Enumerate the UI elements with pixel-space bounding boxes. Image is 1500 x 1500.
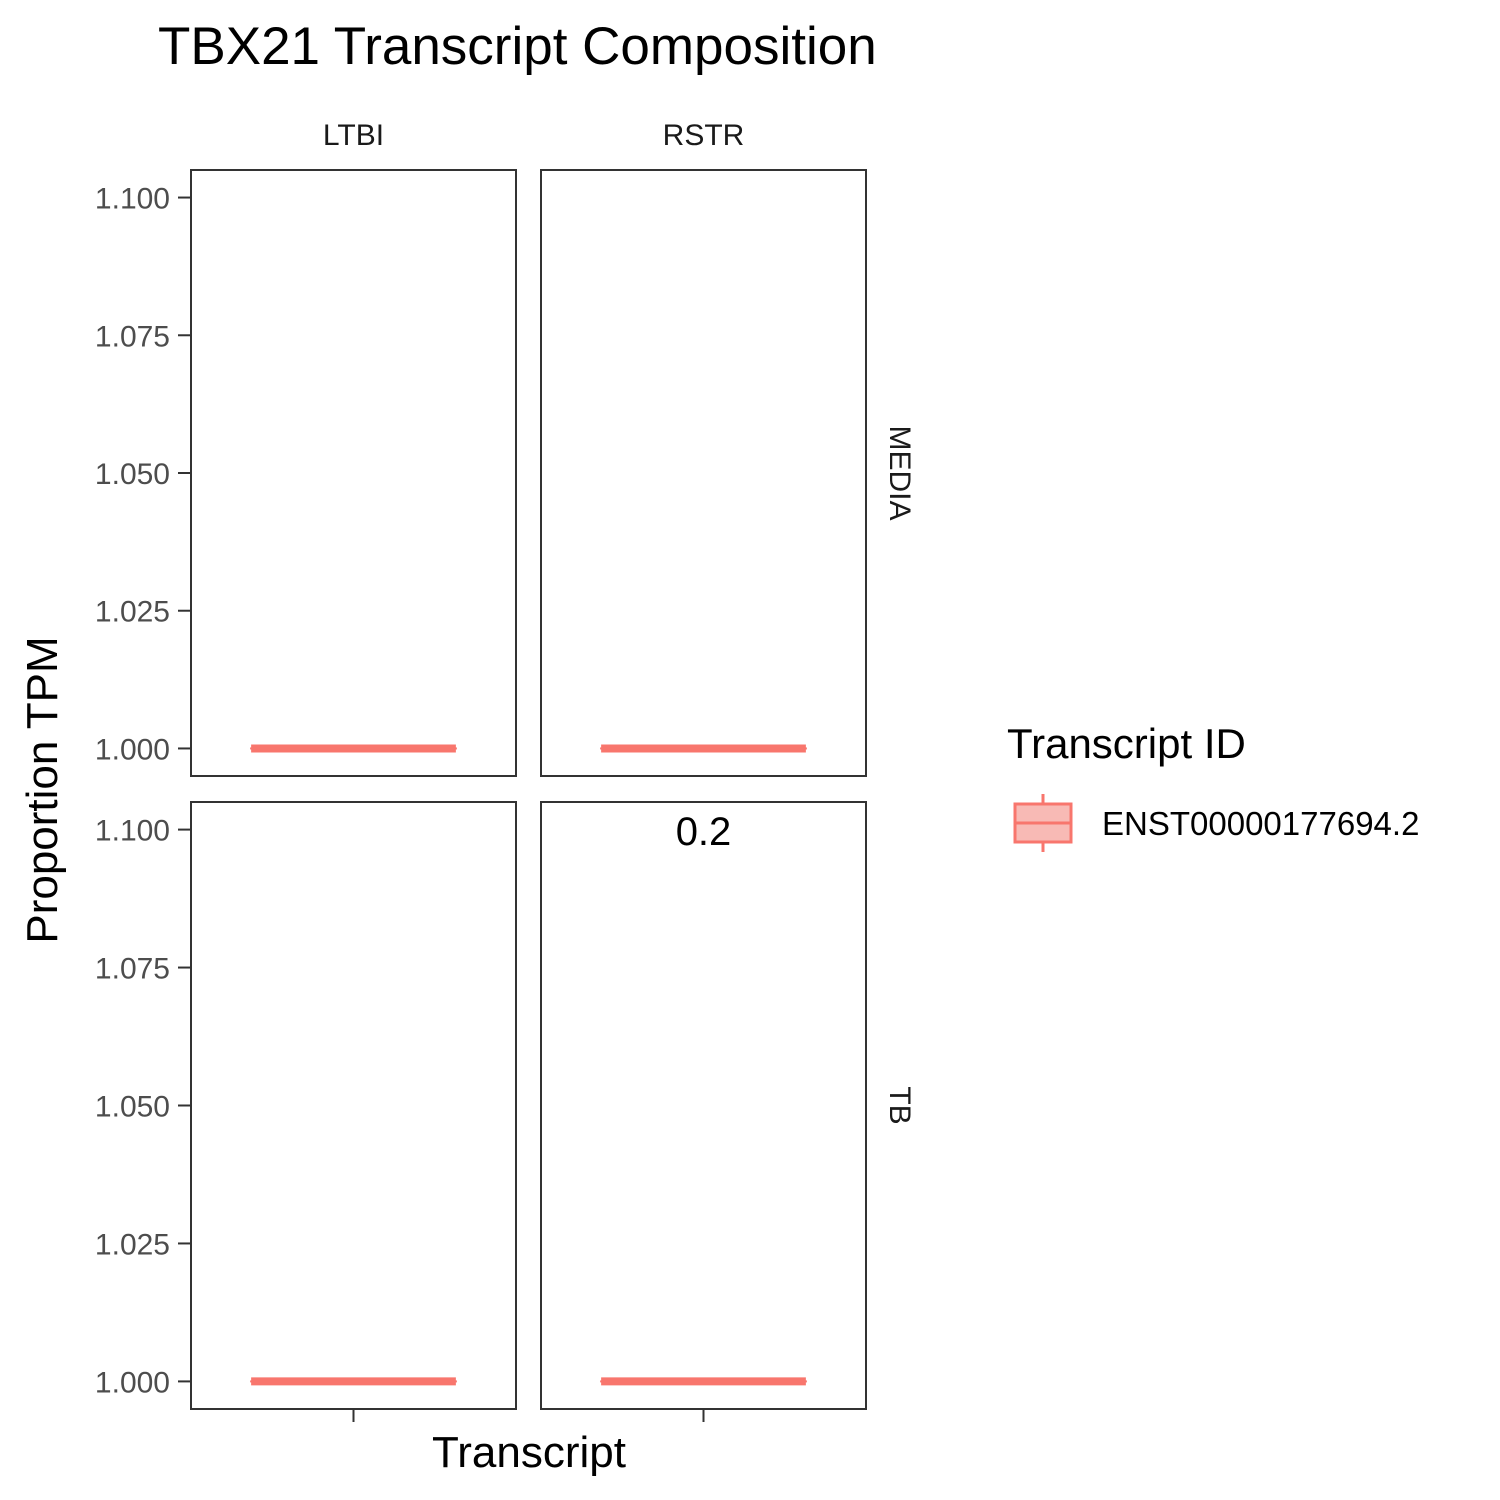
y-axis-title: Proportion TPM [18, 636, 67, 943]
legend-label: ENST00000177694.2 [1102, 805, 1419, 842]
strip-label-media: MEDIA [883, 425, 916, 520]
x-axis-title: Transcript [432, 1428, 626, 1477]
strip-label-rstr: RSTR [663, 119, 745, 152]
y-tick-label: 1.050 [95, 458, 170, 491]
chart-title: TBX21 Transcript Composition [158, 17, 877, 76]
legend: Transcript ID ENST00000177694.2 [1007, 720, 1419, 852]
y-tick-label: 1.100 [95, 815, 170, 848]
panel-media-rstr [540, 169, 867, 777]
y-tick-label: 1.000 [95, 733, 170, 766]
panel-tb-ltbi [190, 801, 517, 1410]
legend-title: Transcript ID [1007, 720, 1246, 767]
panel-border [190, 801, 517, 1410]
y-tick-label: 1.075 [95, 953, 170, 986]
y-tick-label: 1.050 [95, 1091, 170, 1124]
panel-border [540, 801, 867, 1410]
y-tick-label: 1.025 [95, 596, 170, 629]
y-tick-label: 1.075 [95, 320, 170, 353]
facet-strips: LTBI RSTR MEDIA TB [323, 119, 916, 1125]
panel-border [540, 169, 867, 777]
y-tick-label: 1.025 [95, 1228, 170, 1261]
y-tick-label: 1.100 [95, 183, 170, 216]
facet-panels: 0.2 [190, 169, 867, 1410]
strip-label-tb: TB [883, 1086, 916, 1124]
y-tick-label: 1.000 [95, 1366, 170, 1399]
panel-border [190, 169, 517, 777]
strip-label-ltbi: LTBI [323, 119, 384, 152]
legend-entries: ENST00000177694.2 [1013, 794, 1419, 852]
panel-annotation: 0.2 [676, 810, 732, 854]
panel-media-ltbi [190, 169, 517, 777]
panel-tb-rstr: 0.2 [540, 801, 867, 1410]
y-axis: 1.000 1.025 1.050 1.075 1.100 1.000 1.025 1.050… [95, 183, 191, 1399]
legend-entry: ENST00000177694.2 [1013, 794, 1419, 852]
x-axis [352, 1409, 705, 1422]
